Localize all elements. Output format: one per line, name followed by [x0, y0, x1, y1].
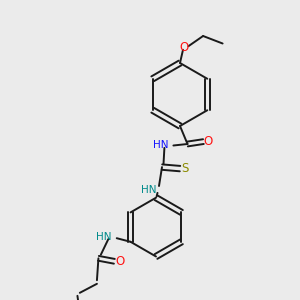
Text: O: O: [115, 255, 124, 268]
Text: S: S: [182, 162, 189, 175]
Text: O: O: [180, 41, 189, 54]
Text: HN: HN: [152, 140, 168, 151]
Text: O: O: [204, 135, 213, 148]
Text: HN: HN: [96, 232, 112, 242]
Text: HN: HN: [141, 184, 157, 195]
